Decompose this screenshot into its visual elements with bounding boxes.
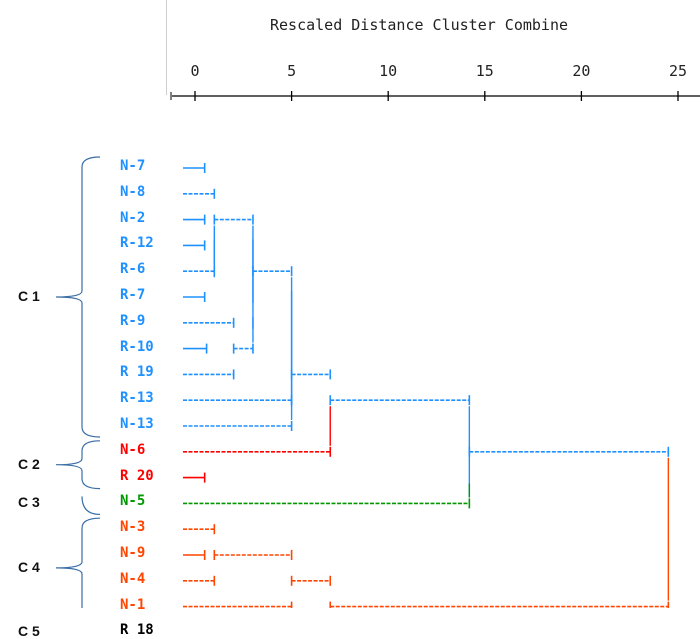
leaf-label: N-13 (120, 416, 154, 432)
cluster-label: C 2 (18, 455, 40, 472)
dendrogram-plot (55, 91, 700, 608)
leaf-label: N-6 (120, 441, 146, 458)
leaf-label: N-9 (120, 545, 146, 561)
cluster-label: C 3 (18, 494, 40, 511)
leaf-label: N-5 (120, 493, 146, 510)
axis-tick-label: 20 (572, 62, 591, 80)
cluster-brace (55, 440, 101, 490)
leaf-label: N-2 (120, 209, 146, 226)
cluster-brace (81, 496, 101, 515)
leaf-label: R-9 (120, 312, 146, 329)
axis-tick-label: 25 (668, 62, 688, 80)
axis-tick-label: 15 (475, 62, 494, 80)
leaf-label: R-6 (120, 261, 146, 278)
cluster-label: C 1 (18, 288, 40, 304)
leaf-label: R 19 (120, 364, 154, 381)
leaf-label: N-7 (120, 158, 146, 174)
axis-tick-label: 10 (379, 62, 398, 80)
axis-tick-label: 0 (190, 62, 200, 80)
leaf-label: R-12 (120, 235, 154, 252)
dendrogram-figure: Rescaled Distance Cluster Combine 0 5 10 15… (18, 0, 700, 639)
divider-line (166, 0, 167, 95)
leaf-label: N-4 (120, 570, 146, 587)
axis-tick-label: 5 (287, 62, 297, 80)
cluster-label: C 5 (18, 623, 40, 639)
leaf-label: R 18 (120, 622, 154, 639)
cluster-brace (55, 517, 101, 608)
leaf-label: R-10 (120, 338, 154, 355)
leaf-label: N-3 (120, 519, 146, 536)
leaf-label: R-7 (120, 287, 146, 303)
figure-title: Rescaled Distance Cluster Combine (270, 16, 569, 34)
cluster-brace (55, 156, 101, 438)
cluster-label: C 4 (18, 558, 40, 575)
leaf-label: R-13 (120, 390, 154, 407)
leaf-label: N-8 (120, 183, 146, 200)
leaf-label: R 20 (120, 467, 154, 484)
